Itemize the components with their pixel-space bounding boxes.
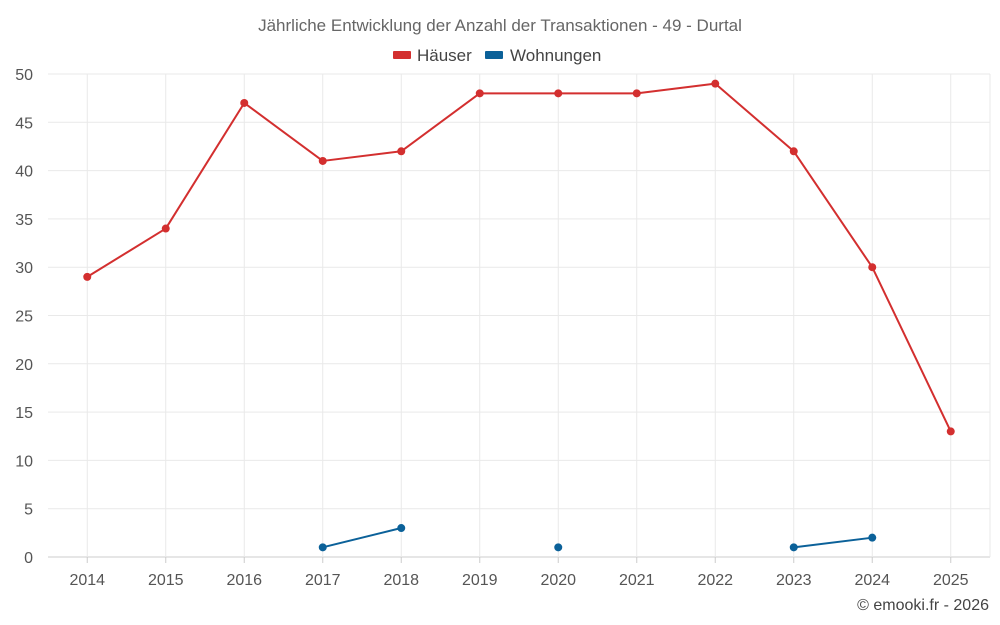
data-point-h-user-2014[interactable] (83, 272, 92, 281)
data-point-h-user-2017[interactable] (318, 156, 327, 165)
x-tick-label: 2017 (305, 572, 341, 589)
legend-label-haeuser[interactable]: Häuser (417, 46, 472, 65)
series-line-wohnungen (322, 527, 402, 549)
data-point-h-user-2018[interactable] (397, 147, 406, 156)
grid (48, 73, 991, 563)
x-tick-label: 2015 (148, 572, 184, 589)
data-point-wohnungen-2017[interactable] (318, 543, 327, 552)
y-axis-ticks: 0 5 10 15 20 25 30 35 40 45 50 (15, 67, 33, 567)
x-tick-label: 2023 (776, 572, 812, 589)
data-point-h-user-2020[interactable] (554, 89, 563, 98)
data-point-wohnungen-2020[interactable] (554, 543, 563, 552)
legend-label-wohnungen[interactable]: Wohnungen (510, 46, 601, 65)
y-tick-label: 25 (15, 309, 33, 326)
y-tick-label: 20 (15, 357, 33, 374)
y-tick-label: 15 (15, 405, 33, 422)
data-point-h-user-2024[interactable] (868, 263, 877, 272)
y-tick-label: 0 (24, 550, 33, 567)
x-tick-label: 2014 (69, 572, 105, 589)
legend-swatch-haeuser[interactable] (393, 51, 411, 59)
y-tick-label: 35 (15, 212, 33, 229)
y-tick-label: 40 (15, 164, 33, 181)
data-point-wohnungen-2023[interactable] (789, 543, 798, 552)
data-point-h-user-2025[interactable] (946, 427, 955, 436)
y-tick-label: 50 (15, 67, 33, 84)
x-tick-label: 2016 (226, 572, 262, 589)
data-point-h-user-2015[interactable] (161, 224, 170, 233)
data-point-h-user-2023[interactable] (789, 147, 798, 156)
series-line-wohnungen (793, 536, 873, 549)
x-tick-label: 2018 (383, 572, 419, 589)
series-line-h-user (86, 82, 952, 432)
x-tick-label: 2022 (697, 572, 733, 589)
chart-title: Jährliche Entwicklung der Anzahl der Tra… (258, 16, 742, 35)
data-point-h-user-2022[interactable] (711, 79, 720, 88)
legend-swatch-wohnungen[interactable] (485, 51, 503, 59)
y-tick-label: 30 (15, 260, 33, 277)
x-axis-ticks: 2014 2015 2016 2017 2018 2019 2020 2021 2022 2023… (69, 572, 968, 589)
data-point-h-user-2016[interactable] (240, 98, 249, 107)
y-tick-label: 5 (24, 502, 33, 519)
data-point-h-user-2019[interactable] (475, 89, 484, 98)
legend: Häuser Wohnungen (393, 46, 601, 65)
data-point-wohnungen-2018[interactable] (397, 524, 406, 533)
x-tick-label: 2019 (462, 572, 498, 589)
y-tick-label: 45 (15, 115, 33, 132)
data-point-wohnungen-2024[interactable] (868, 533, 877, 542)
credit-text: © emooki.fr - 2026 (857, 597, 989, 614)
series (83, 79, 955, 552)
y-tick-label: 10 (15, 453, 33, 470)
data-point-h-user-2021[interactable] (632, 89, 641, 98)
x-tick-label: 2025 (933, 572, 969, 589)
x-tick-label: 2024 (854, 572, 890, 589)
x-tick-label: 2021 (619, 572, 655, 589)
x-tick-label: 2020 (540, 572, 576, 589)
